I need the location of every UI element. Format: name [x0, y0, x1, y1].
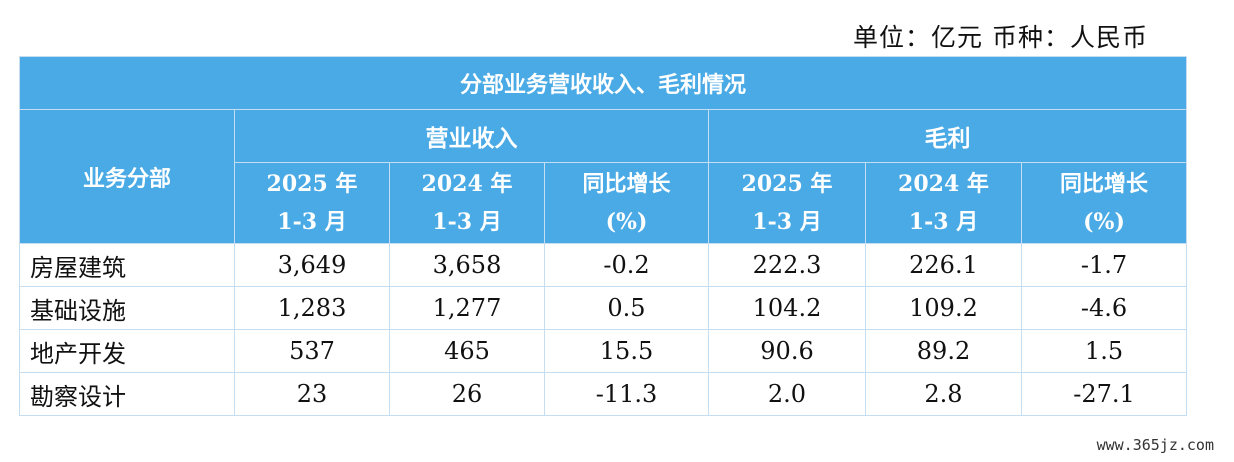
gp-yoy-cell: -1.7 [1022, 244, 1187, 287]
segment-table: 分部业务营收收入、毛利情况 业务分部 营业收入 毛利 2025 年 1-3 月 … [19, 56, 1187, 416]
table-row: 房屋建筑 3,649 3,658 -0.2 222.3 226.1 -1.7 [20, 244, 1187, 287]
rev-2024-cell: 26 [390, 373, 545, 416]
subheader-line2: 1-3 月 [390, 203, 544, 241]
table-row: 地产开发 537 465 15.5 90.6 89.2 1.5 [20, 330, 1187, 373]
subheader-rev-2025: 2025 年 1-3 月 [235, 163, 390, 244]
table-row: 勘察设计 23 26 -11.3 2.0 2.8 -27.1 [20, 373, 1187, 416]
rev-yoy-cell: -0.2 [545, 244, 709, 287]
subheader-line2: 1-3 月 [235, 203, 389, 241]
subheader-line2: 1-3 月 [709, 203, 865, 241]
gp-2025-cell: 90.6 [709, 330, 866, 373]
row-name: 地产开发 [20, 330, 235, 373]
gp-2025-cell: 222.3 [709, 244, 866, 287]
table-row: 基础设施 1,283 1,277 0.5 104.2 109.2 -4.6 [20, 287, 1187, 330]
subheader-line1: 2025 年 [709, 165, 865, 203]
rev-2025-cell: 3,649 [235, 244, 390, 287]
subheader-line2: 1-3 月 [866, 203, 1021, 241]
subheader-gp-2025: 2025 年 1-3 月 [709, 163, 866, 244]
row-name: 勘察设计 [20, 373, 235, 416]
unit-label: 单位：亿元 币种：人民币 [853, 18, 1148, 54]
gp-yoy-cell: 1.5 [1022, 330, 1187, 373]
rev-2024-cell: 1,277 [390, 287, 545, 330]
subheader-gp-yoy: 同比增长 (%) [1022, 163, 1187, 244]
watermark: www.365jz.com [1097, 436, 1214, 454]
subheader-rev-2024: 2024 年 1-3 月 [390, 163, 545, 244]
rev-yoy-cell: 15.5 [545, 330, 709, 373]
row-name: 基础设施 [20, 287, 235, 330]
rev-2025-cell: 23 [235, 373, 390, 416]
rev-2025-cell: 1,283 [235, 287, 390, 330]
subheader-line1: 2024 年 [390, 165, 544, 203]
gp-yoy-cell: -4.6 [1022, 287, 1187, 330]
gp-2024-cell: 109.2 [866, 287, 1022, 330]
table-title: 分部业务营收收入、毛利情况 [20, 57, 1187, 110]
gp-2024-cell: 226.1 [866, 244, 1022, 287]
rev-2024-cell: 3,658 [390, 244, 545, 287]
subheader-line2: (%) [545, 203, 708, 241]
row-name: 房屋建筑 [20, 244, 235, 287]
subheader-rev-yoy: 同比增长 (%) [545, 163, 709, 244]
rev-2025-cell: 537 [235, 330, 390, 373]
subheader-line1: 2024 年 [866, 165, 1021, 203]
subheader-line1: 2025 年 [235, 165, 389, 203]
subheader-line1: 同比增长 [545, 165, 708, 203]
dept-header: 业务分部 [20, 110, 235, 244]
profit-header: 毛利 [709, 110, 1187, 163]
subheader-gp-2024: 2024 年 1-3 月 [866, 163, 1022, 244]
gp-yoy-cell: -27.1 [1022, 373, 1187, 416]
gp-2025-cell: 2.0 [709, 373, 866, 416]
rev-2024-cell: 465 [390, 330, 545, 373]
gp-2024-cell: 2.8 [866, 373, 1022, 416]
gp-2025-cell: 104.2 [709, 287, 866, 330]
subheader-line2: (%) [1022, 203, 1186, 241]
gp-2024-cell: 89.2 [866, 330, 1022, 373]
rev-yoy-cell: 0.5 [545, 287, 709, 330]
rev-yoy-cell: -11.3 [545, 373, 709, 416]
revenue-header: 营业收入 [235, 110, 709, 163]
subheader-line1: 同比增长 [1022, 165, 1186, 203]
